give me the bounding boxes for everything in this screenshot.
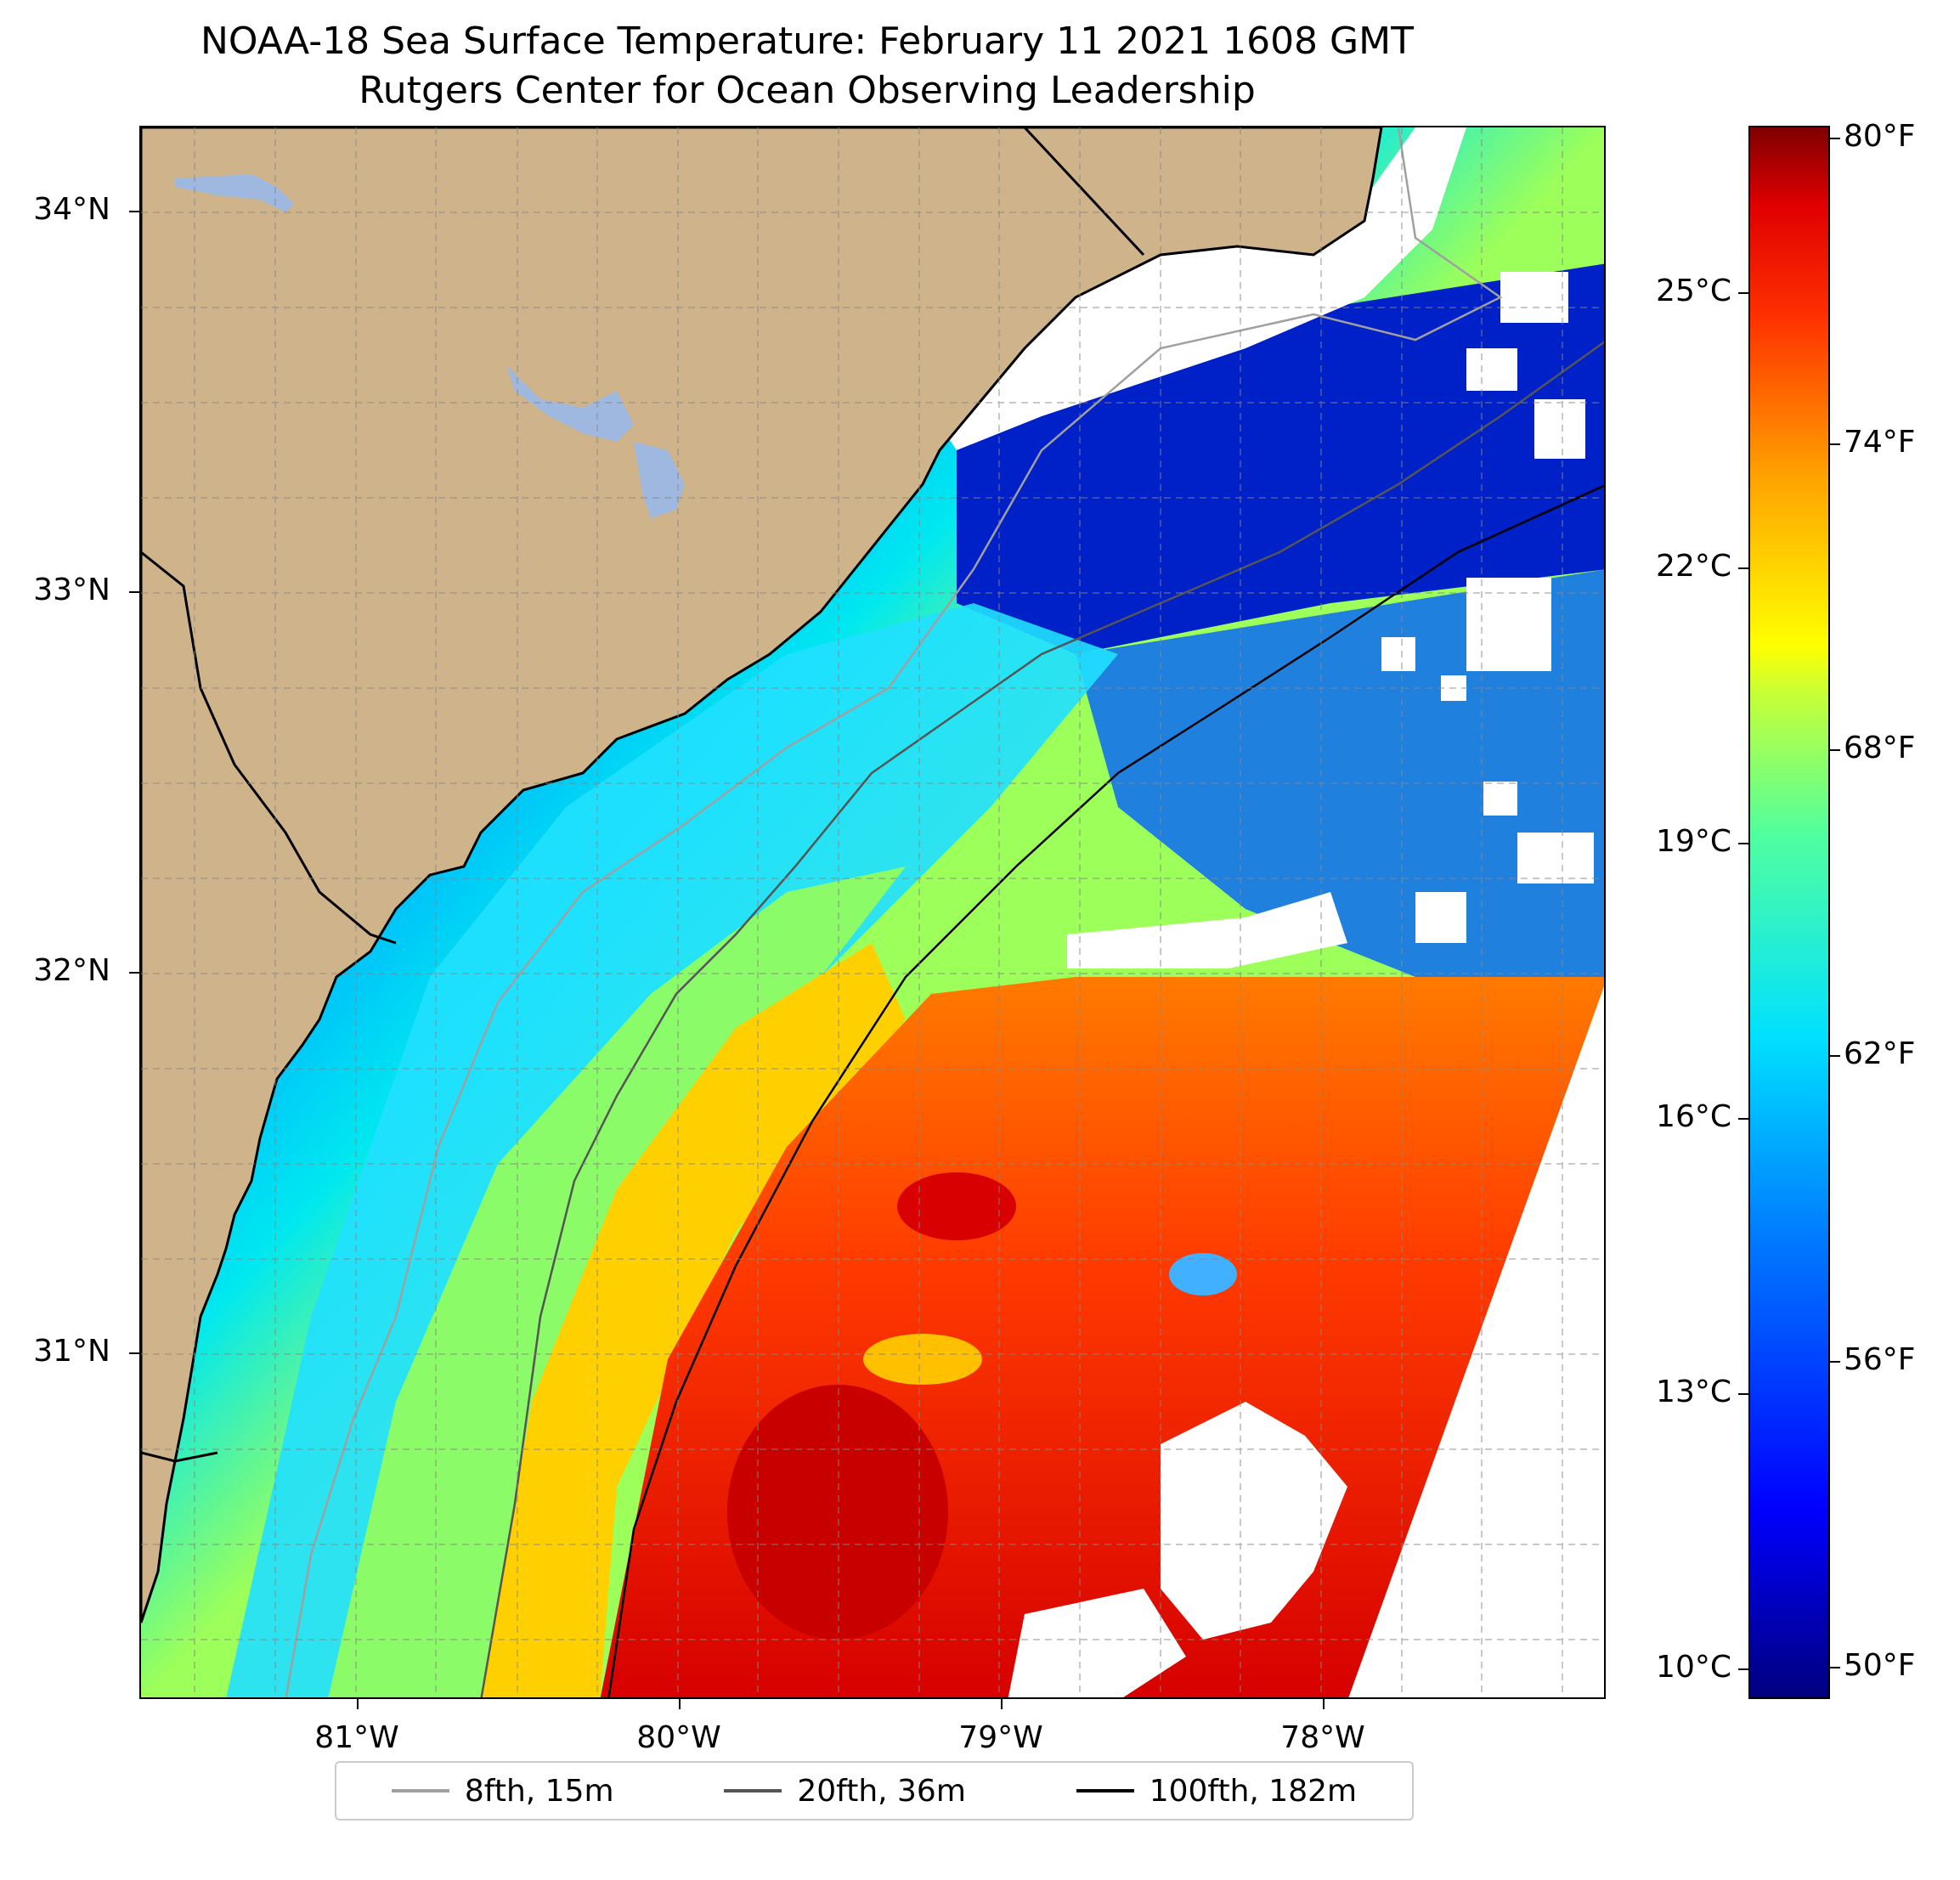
- lat-label-33n: 33°N: [33, 573, 110, 607]
- lake: [506, 365, 634, 442]
- map-title: NOAA-18 Sea Surface Temperature: Februar…: [201, 20, 1414, 63]
- lake: [175, 174, 294, 212]
- lon-tick: [679, 1699, 681, 1709]
- colorbar-c-label: 19°C: [1656, 824, 1731, 859]
- lat-label-34n: 34°N: [33, 192, 110, 227]
- contour-20fth: [480, 341, 1604, 1697]
- lon-tick: [1001, 1699, 1003, 1709]
- lon-label-80w: 80°W: [636, 1720, 721, 1755]
- colorbar-tick: [1738, 1668, 1748, 1670]
- lat-label-31n: 31°N: [33, 1334, 110, 1369]
- warm-core-2: [897, 1172, 1016, 1240]
- colorbar-tick: [1830, 749, 1840, 751]
- colorbar-c-label: 22°C: [1656, 549, 1731, 584]
- lon-label-81w: 81°W: [314, 1720, 399, 1755]
- state-border: [141, 127, 1145, 1463]
- colorbar-f-label: 68°F: [1844, 731, 1916, 765]
- colorbar-tick: [1830, 443, 1840, 445]
- colorbar-c-label: 10°C: [1656, 1650, 1731, 1685]
- legend-item-100fth: 100fth, 182m: [1076, 1774, 1357, 1809]
- cool-eddy: [1169, 1253, 1237, 1296]
- warm-core-1: [727, 1385, 948, 1640]
- legend: 8fth, 15m 20fth, 36m 100fth, 182m: [335, 1761, 1414, 1821]
- colorbar-c-label: 25°C: [1656, 274, 1731, 308]
- lon-label-78w: 78°W: [1280, 1720, 1365, 1755]
- colorbar-tick: [1830, 1055, 1840, 1057]
- lake: [634, 442, 685, 518]
- lat-tick: [129, 591, 139, 593]
- contour-100fth: [607, 484, 1604, 1697]
- lon-label-79w: 79°W: [958, 1720, 1043, 1755]
- legend-label: 20fth, 36m: [797, 1773, 966, 1809]
- contour-8fth: [285, 127, 1503, 1697]
- cloud-patch: [1517, 833, 1594, 884]
- legend-swatch: [391, 1789, 449, 1792]
- lon-tick: [357, 1699, 359, 1709]
- lat-tick: [129, 1352, 139, 1354]
- colorbar-c-label: 16°C: [1656, 1099, 1731, 1134]
- sst-map: [139, 126, 1606, 1699]
- lat-tick: [129, 211, 139, 212]
- legend-swatch: [724, 1789, 782, 1792]
- cloud-patch: [1381, 637, 1415, 671]
- cloud-patch: [1466, 578, 1551, 671]
- sst-map-canvas: [141, 127, 1604, 1697]
- cloud-patch: [1067, 892, 1347, 968]
- cloud-patch: [1500, 272, 1568, 323]
- colorbar-f-label: 50°F: [1844, 1648, 1916, 1683]
- colorbar: [1748, 126, 1830, 1699]
- gridlines: [141, 127, 1604, 1697]
- lat-tick: [129, 972, 139, 974]
- colorbar-tick: [1738, 1393, 1748, 1395]
- colorbar-f-label: 74°F: [1844, 425, 1916, 460]
- colorbar-tick: [1738, 567, 1748, 569]
- land-mass: [141, 127, 1383, 1623]
- cloud-patch: [1008, 1589, 1186, 1697]
- colorbar-tick: [1738, 843, 1748, 844]
- colorbar-tick: [1830, 1361, 1840, 1363]
- cloud-patch: [1415, 892, 1466, 943]
- legend-swatch: [1076, 1789, 1134, 1792]
- lon-tick: [1323, 1699, 1325, 1709]
- colorbar-tick: [1830, 1667, 1840, 1668]
- cool-water-region: [1076, 569, 1604, 977]
- colorbar-f-label: 80°F: [1844, 119, 1916, 154]
- no-data-region: [1348, 986, 1604, 1697]
- cloud-patch: [1534, 399, 1585, 459]
- lat-label-32n: 32°N: [33, 953, 110, 988]
- cool-filament: [863, 1334, 982, 1385]
- colorbar-c-label: 13°C: [1656, 1375, 1731, 1409]
- map-subtitle: Rutgers Center for Ocean Observing Leade…: [359, 69, 1256, 112]
- colorbar-tick: [1738, 292, 1748, 294]
- colorbar-f-label: 56°F: [1844, 1342, 1916, 1377]
- cloud-patch: [1466, 348, 1517, 391]
- legend-label: 100fth, 182m: [1149, 1773, 1358, 1809]
- colorbar-f-label: 62°F: [1844, 1036, 1916, 1071]
- colorbar-tick: [1830, 138, 1840, 139]
- legend-label: 8fth, 15m: [464, 1773, 614, 1809]
- legend-item-8fth: 8fth, 15m: [391, 1773, 614, 1809]
- legend-item-20fth: 20fth, 36m: [724, 1774, 966, 1809]
- cloud-patch: [1161, 1402, 1347, 1640]
- cloud-patch: [1483, 782, 1517, 816]
- colorbar-tick: [1738, 1118, 1748, 1120]
